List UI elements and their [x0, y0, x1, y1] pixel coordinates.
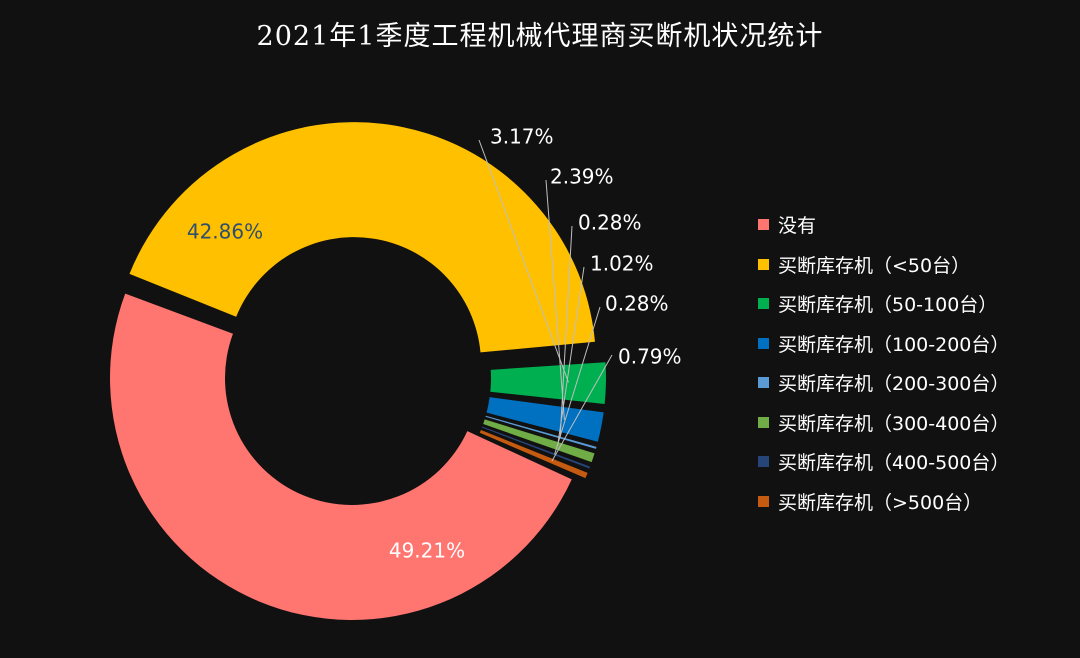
legend-item-7: 买断库存机（>500台）: [758, 482, 1009, 522]
legend-swatch: [758, 298, 769, 310]
slice-5: [483, 419, 595, 463]
leader-line-7: [551, 354, 613, 462]
legend-swatch: [758, 258, 769, 270]
data-label-3: 2.39%: [550, 165, 614, 189]
slice-2: [490, 362, 606, 405]
legend-item-6: 买断库存机（400-500台）: [758, 442, 1009, 482]
legend-item-2: 买断库存机（50-100台）: [758, 284, 1009, 324]
legend-swatch: [758, 219, 769, 231]
data-label-4: 0.28%: [578, 211, 642, 235]
legend-swatch: [758, 377, 769, 389]
legend-label: 买断库存机（400-500台）: [778, 452, 1010, 475]
chart-title: 2021年1季度工程机械代理商买断机状况统计: [256, 21, 824, 52]
leader-line-5: [557, 266, 585, 447]
data-label-5: 1.02%: [590, 252, 654, 276]
legend-label: 买断库存机（50-100台）: [778, 294, 998, 317]
slice-0: [110, 293, 572, 620]
legend-item-4: 买断库存机（200-300台）: [758, 363, 1009, 403]
legend-label: 买断库存机（<50台）: [778, 254, 971, 277]
legend: 没有买断库存机（<50台） 买断库存机（50-100台） 买断库存机（100-200…: [758, 205, 1009, 521]
leader-line-6: [554, 306, 601, 455]
legend-label: 没有: [778, 215, 817, 238]
legend-swatch: [758, 495, 769, 507]
leader-line-3: [545, 179, 565, 420]
legend-label: 买断库存机（300-400台）: [778, 412, 1010, 435]
slice-6: [481, 426, 591, 469]
leader-line-2: [478, 139, 569, 383]
legend-swatch: [758, 456, 769, 468]
data-label-7: 0.79%: [618, 345, 682, 369]
legend-swatch: [758, 416, 769, 428]
slice-4: [485, 415, 597, 449]
data-label-1: 42.86%: [187, 220, 263, 244]
slice-3: [486, 397, 604, 442]
legend-item-1: 买断库存机（<50台）: [758, 245, 1009, 285]
legend-label: 买断库存机（>500台）: [778, 491, 983, 514]
data-label-6: 0.28%: [605, 292, 669, 316]
legend-label: 买断库存机（100-200台）: [778, 333, 1010, 356]
legend-item-3: 买断库存机（100-200台）: [758, 324, 1009, 364]
data-label-0: 49.21%: [389, 539, 465, 563]
legend-label: 买断库存机（200-300台）: [778, 373, 1010, 396]
data-label-2: 3.17%: [490, 125, 554, 149]
slice-7: [479, 429, 588, 479]
legend-swatch: [758, 337, 769, 349]
slice-1: [129, 122, 595, 353]
leader-line-4: [559, 225, 573, 438]
legend-item-5: 买断库存机（300-400台）: [758, 403, 1009, 443]
legend-item-0: 没有: [758, 205, 1009, 245]
